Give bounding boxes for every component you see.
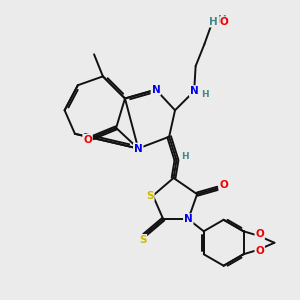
Text: H: H — [202, 90, 209, 99]
Text: O: O — [219, 180, 228, 190]
Text: N: N — [184, 214, 193, 224]
Text: S: S — [139, 235, 146, 245]
Text: N: N — [190, 86, 199, 96]
Text: O: O — [255, 246, 264, 256]
Text: N: N — [152, 85, 160, 94]
Text: N: N — [134, 143, 142, 154]
Text: O: O — [255, 229, 264, 239]
Text: H: H — [182, 152, 189, 161]
Text: S: S — [146, 190, 154, 201]
Text: H: H — [209, 17, 218, 27]
Text: O: O — [83, 135, 92, 145]
Text: O: O — [220, 17, 229, 27]
Text: H: H — [218, 15, 226, 26]
